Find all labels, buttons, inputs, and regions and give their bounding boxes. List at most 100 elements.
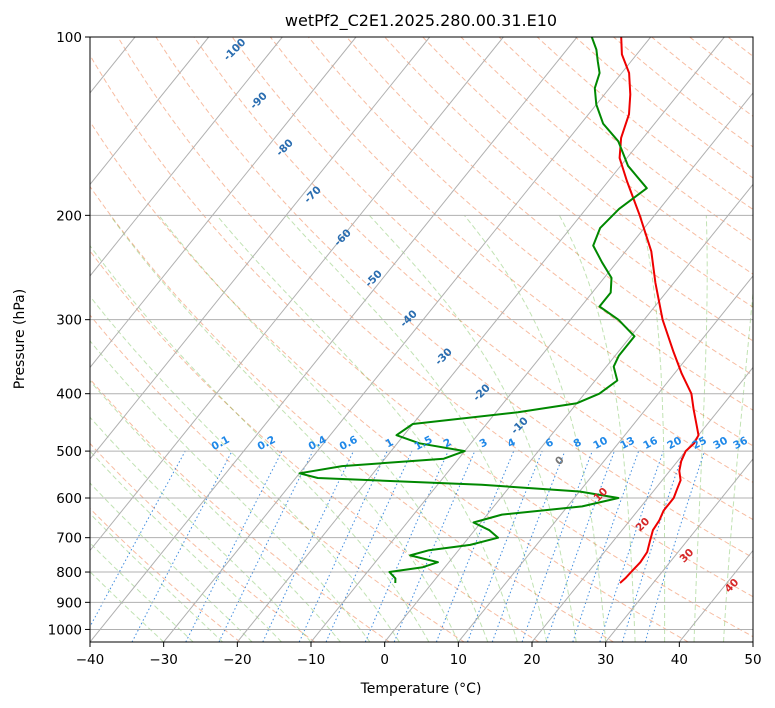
dry-adiabat-line — [90, 185, 614, 642]
moist-adiabats — [90, 214, 753, 642]
line-label: 6 — [544, 436, 556, 450]
y-tick-label: 200 — [56, 208, 82, 224]
line-label: -10 — [509, 415, 531, 437]
mixing-ratio-line — [599, 450, 664, 642]
dry-adiabat-line — [90, 314, 465, 642]
mixing-ratio-line — [491, 450, 566, 642]
isotherm-gridline — [310, 92, 753, 642]
plot-frame — [89, 36, 754, 643]
line-label: 8 — [572, 436, 584, 450]
moist-adiabat-line — [90, 512, 223, 642]
dry-adiabat-line — [90, 507, 241, 642]
line-label: 10 — [591, 435, 610, 452]
x-tick-label: 50 — [744, 652, 761, 668]
grid-lines — [90, 37, 753, 642]
x-tick-label: 40 — [671, 652, 688, 668]
isotherm-gridline — [90, 37, 210, 186]
moist-adiabat-line — [368, 214, 577, 642]
line-label: 13 — [618, 435, 637, 452]
line-label: 0 — [553, 454, 567, 468]
line-label: 40 — [722, 576, 741, 595]
mixing-ratio-line — [572, 450, 640, 642]
x-axis-ticks: −40 −30 −20 −10 0 10 20 30 40 50 — [76, 642, 762, 668]
isotherm-gridline — [163, 37, 652, 642]
mixing-ratio-line — [185, 450, 283, 642]
profile-series — [298, 37, 700, 584]
line-label: 4 — [506, 436, 518, 450]
line-label: -70 — [302, 184, 324, 206]
x-tick-label: −30 — [149, 652, 178, 668]
mixing-ratio-line — [521, 450, 593, 642]
dry-adiabat-line — [90, 54, 753, 638]
dry-adiabat-line — [308, 37, 753, 411]
mixing-ratio-line — [435, 450, 515, 642]
mixing-ratio-line — [364, 450, 449, 642]
moist-adiabat-line — [109, 215, 459, 642]
isotherm-gridline — [384, 183, 753, 642]
x-tick-label: −40 — [76, 652, 105, 668]
y-axis-ticks: 100 200 300 400 500 600 700 800 900 1000 — [48, 30, 90, 638]
line-label: -30 — [433, 346, 455, 368]
line-label: -90 — [248, 90, 270, 112]
moist-adiabat-line — [285, 214, 548, 642]
mixing-ratio-line — [644, 450, 706, 642]
isotherm-gridline — [90, 37, 578, 642]
isotherm-gridline — [752, 641, 753, 642]
y-tick-label: 100 — [56, 30, 82, 46]
y-tick-label: 800 — [56, 565, 82, 581]
dry-adiabat-line — [460, 37, 753, 275]
dewpoint-line — [298, 37, 648, 584]
mixing-ratio-line — [218, 450, 314, 642]
isotherm-gridline — [457, 275, 753, 642]
y-tick-label: 400 — [56, 387, 82, 403]
mixing-ratio-line — [325, 450, 413, 642]
dry-adiabat-line — [536, 37, 753, 211]
isotherm-gridline — [90, 37, 504, 552]
line-label: 1.5 — [413, 434, 435, 453]
moist-adiabat-line — [158, 214, 489, 642]
dry-adiabats — [90, 37, 775, 642]
moist-adiabat-line — [463, 214, 607, 642]
y-tick-label: 1000 — [48, 622, 82, 638]
y-tick-label: 600 — [56, 491, 82, 507]
line-label: -50 — [363, 268, 385, 290]
isotherm-gridline — [90, 37, 357, 369]
x-tick-label: 30 — [597, 652, 614, 668]
mixing-ratio-line — [621, 450, 685, 642]
isotherm-gridline — [531, 366, 753, 642]
line-label: 0.2 — [256, 434, 278, 453]
line-label: 36 — [731, 435, 750, 452]
chart-title: wetPf2_C2E1.2025.280.00.31.E10 — [285, 11, 557, 31]
dry-adiabat-line — [384, 37, 753, 342]
dry-adiabat-line — [689, 37, 753, 87]
moist-adiabat-line — [90, 244, 430, 642]
dry-adiabat-line — [90, 378, 390, 642]
isotherm-gridline — [90, 37, 431, 460]
moist-adiabat-line — [90, 450, 282, 642]
line-label: 0.4 — [307, 434, 329, 453]
line-label: -100 — [221, 36, 248, 63]
y-tick-label: 500 — [56, 444, 82, 460]
line-label: 25 — [690, 435, 709, 452]
moist-adiabat-line — [723, 287, 753, 642]
moist-adiabat-line — [90, 380, 341, 642]
line-label: 16 — [641, 435, 660, 452]
line-label: -80 — [274, 137, 296, 159]
dry-adiabat-line — [90, 120, 689, 642]
y-axis-label: Pressure (hPa) — [12, 289, 28, 389]
dry-adiabat-line — [766, 37, 775, 642]
dry-adiabat-line — [269, 37, 753, 447]
y-tick-label: 900 — [56, 595, 82, 611]
line-label: 30 — [711, 435, 730, 452]
x-tick-label: −10 — [297, 652, 326, 668]
plot-area: -100-90-80-70-60-50-40-30-20-10010203040… — [90, 36, 775, 642]
y-tick-label: 700 — [56, 531, 82, 547]
moist-adiabat-line — [90, 340, 371, 642]
isotherm-gridline — [605, 458, 753, 642]
line-label: 0.1 — [210, 434, 232, 453]
x-tick-label: −20 — [223, 652, 252, 668]
moist-adiabat-line — [90, 416, 312, 642]
dry-adiabat-line — [346, 37, 753, 376]
dry-adiabat-line — [498, 37, 753, 243]
